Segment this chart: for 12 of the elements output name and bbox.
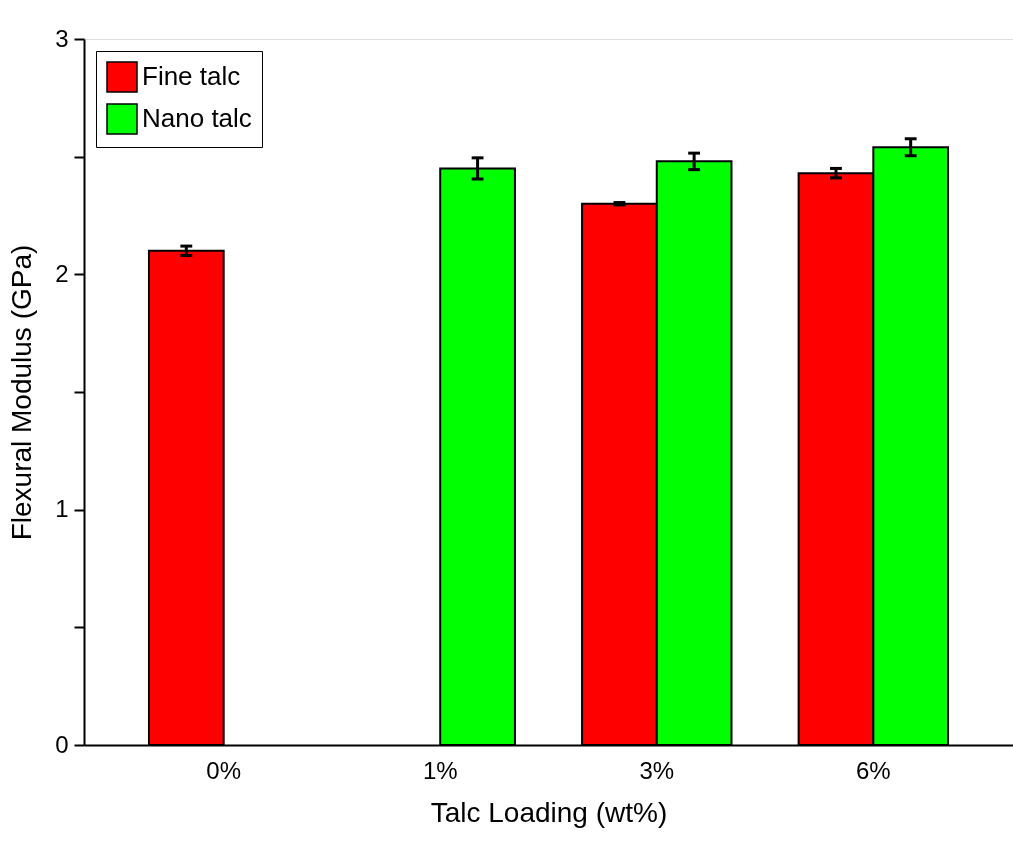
y-tick-label: 0 [55,730,69,758]
x-tick-label: 1% [422,756,458,784]
x-axis-title: Talc Loading (wt%) [430,796,668,828]
y-tick-label: 2 [55,259,69,287]
legend-label: Nano talc [142,103,252,133]
y-tick-label: 1 [55,495,69,523]
legend-label: Fine talc [142,61,241,91]
x-tick-label: 0% [206,756,242,784]
x-tick-label: 6% [855,756,891,784]
y-axis-title: Flexural Modulus (GPa) [6,244,38,541]
y-tick-label: 3 [55,24,69,52]
x-tick-label: 3% [639,756,675,784]
